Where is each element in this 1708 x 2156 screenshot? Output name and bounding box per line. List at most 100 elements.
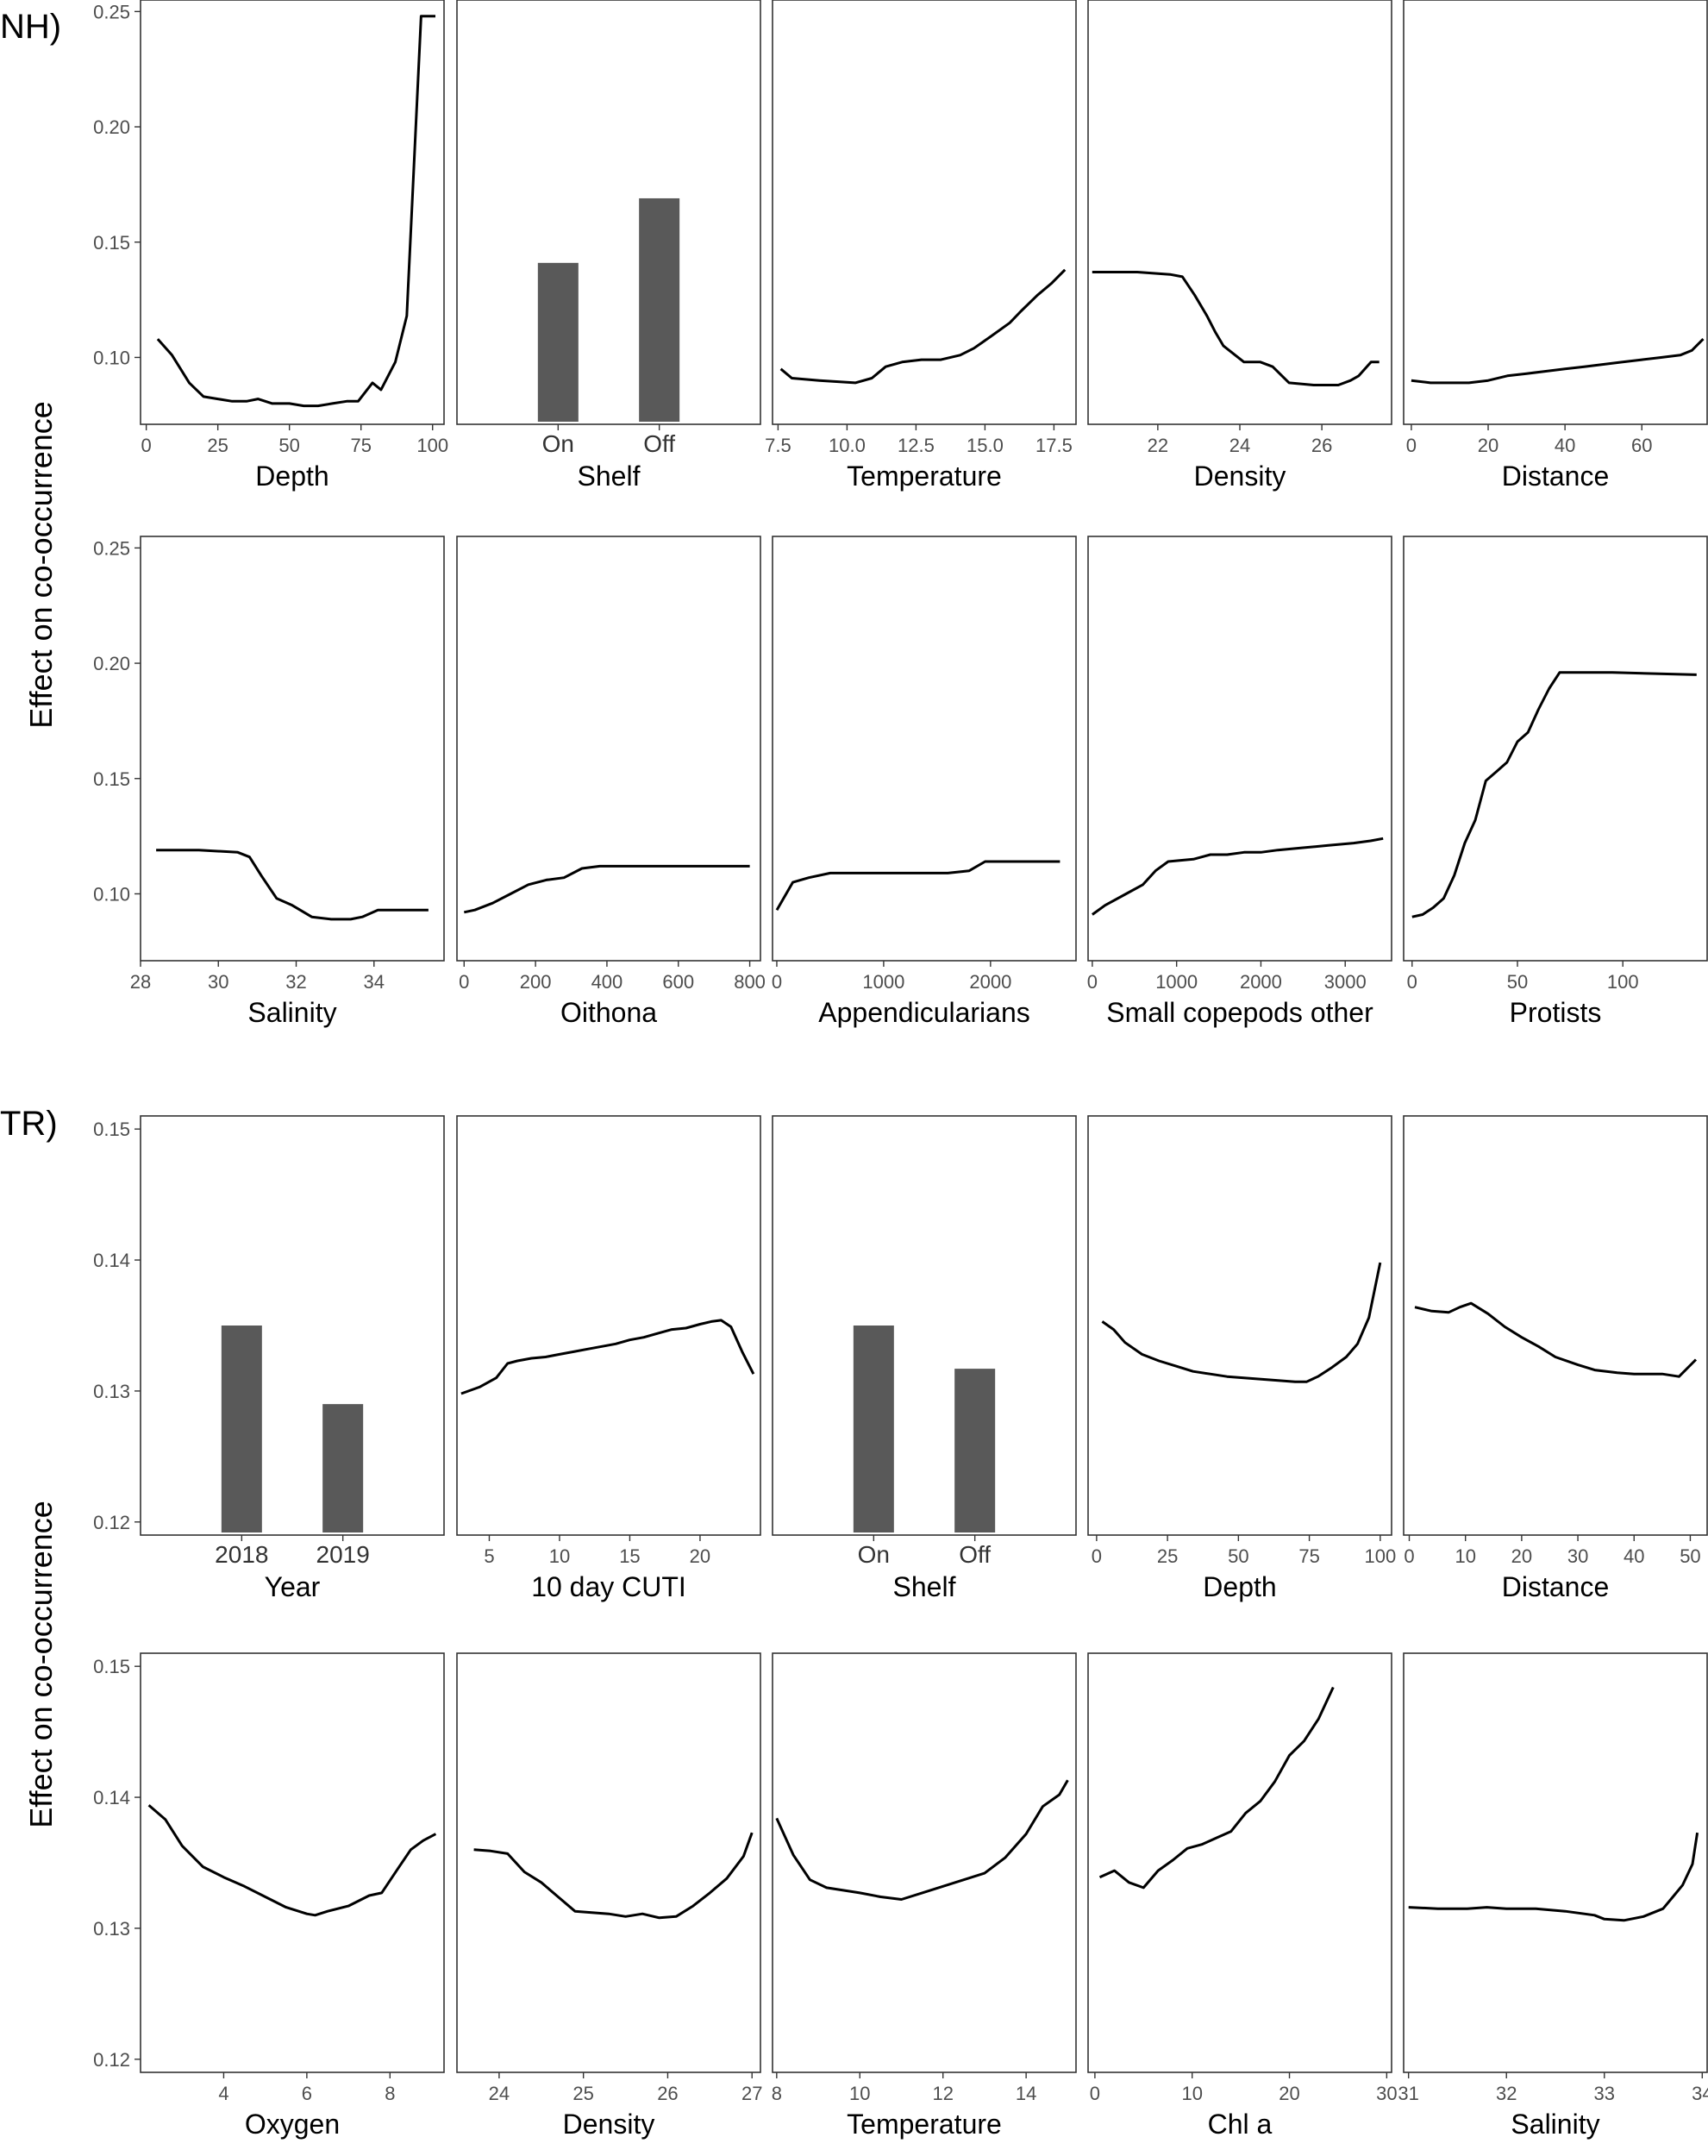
panel-frame (456, 536, 761, 962)
bar-on (853, 1326, 894, 1532)
panel-frame (772, 1115, 1077, 1536)
x-tick-label: 26 (1311, 435, 1332, 456)
x-tick-label: 31 (1398, 2083, 1418, 2104)
x-tick-label: 20 (690, 1545, 710, 1567)
x-axis-title: Shelf (893, 1571, 956, 1602)
panel-frame (772, 1652, 1077, 2073)
x-tick-label: 22 (1148, 435, 1168, 456)
panel-nh-density: 22 24 26 Density (1087, 0, 1392, 492)
x-axis-title: Chl a (1208, 2109, 1273, 2140)
x-tick-label: 30 (208, 971, 228, 993)
x-tick-label: 2019 (316, 1541, 370, 1568)
y-tick-label: 0.15 (93, 768, 130, 790)
x-tick-label: 200 (520, 971, 552, 993)
panel-tr-oxygen: 0.12 0.13 0.14 0.15 4 6 8 Oxygen (93, 1652, 445, 2140)
x-tick-label: 0 (1092, 1545, 1102, 1567)
bar-off (954, 1369, 996, 1532)
x-tick-label: 600 (662, 971, 694, 993)
y-tick-label: 0.10 (93, 883, 130, 905)
x-axis-title: Temperature (847, 2109, 1002, 2140)
y-tick-label: 0.14 (93, 1250, 130, 1271)
x-axis-title: Year (265, 1571, 321, 1602)
x-tick-label: 0 (1404, 1545, 1414, 1567)
panel-tr-temperature: 8 10 12 14 Temperature (772, 1652, 1077, 2140)
x-tick-label: 0 (1406, 435, 1417, 456)
x-tick-label: 50 (1228, 1545, 1248, 1567)
x-tick-label: 33 (1594, 2083, 1615, 2104)
x-tick-label: 100 (1607, 971, 1639, 993)
x-tick-label: 8 (772, 2083, 782, 2104)
x-axis-title: Shelf (578, 461, 641, 492)
x-axis-title: Oxygen (245, 2109, 340, 2140)
x-tick-label: 20 (1279, 2083, 1299, 2104)
x-axis-title: Depth (255, 461, 328, 492)
series-line (473, 1832, 754, 1920)
panel-nh-appendicularians: 0 1000 2000 Appendicularians (772, 536, 1077, 1028)
x-tick-label: 60 (1631, 435, 1652, 456)
series-line (1414, 1301, 1698, 1378)
panel-nh-small-copepods-other: 0 1000 2000 3000 Small copepods other (1087, 536, 1392, 1028)
x-tick-label: 7.5 (765, 435, 791, 456)
x-tick-label: 50 (1680, 1545, 1700, 1567)
x-axis-title: 10 day CUTI (531, 1571, 686, 1602)
panel-frame (456, 1115, 761, 1536)
panel-frame (1403, 0, 1708, 425)
x-axis-title: Appendicularians (818, 997, 1030, 1028)
x-tick-label: On (858, 1541, 890, 1568)
panel-frame (1087, 1115, 1392, 1536)
x-tick-label: 1000 (862, 971, 904, 993)
panel-nh-distance: 0 20 40 60 Distance (1403, 0, 1708, 492)
y-tick-label: 0.25 (93, 537, 130, 559)
series-line (1101, 1262, 1382, 1383)
x-tick-label: 24 (489, 2083, 510, 2104)
x-tick-label: 20 (1478, 435, 1498, 456)
x-tick-label: 8 (385, 2083, 395, 2104)
x-axis-title: Temperature (847, 461, 1002, 492)
panel-frame (140, 1652, 445, 2073)
x-tick-label: 5 (484, 1545, 494, 1567)
x-tick-label: 30 (1376, 2083, 1397, 2104)
panel-tr-depth: 0 25 50 75 100 Depth (1087, 1115, 1396, 1602)
series-line (460, 1319, 755, 1395)
y-tick-label: 0.15 (93, 232, 130, 254)
x-tick-label: 32 (1496, 2083, 1517, 2104)
series-line (775, 860, 1060, 911)
x-tick-label: 10.0 (829, 435, 866, 456)
x-tick-label: 0 (1087, 971, 1098, 993)
x-tick-label: 50 (278, 435, 299, 456)
x-tick-label: 2000 (1240, 971, 1282, 993)
x-tick-label: 20 (1511, 1545, 1532, 1567)
panel-tr-salinity: 31 32 33 34 Salinity (1398, 1652, 1708, 2140)
panel-frame (1087, 536, 1392, 962)
x-tick-label: 10 (1181, 2083, 1202, 2104)
x-tick-label: 15.0 (967, 435, 1004, 456)
series-line (1411, 671, 1697, 918)
x-tick-label: 100 (1364, 1545, 1396, 1567)
y-tick-label: 0.12 (93, 2049, 130, 2071)
x-tick-label: 100 (416, 435, 448, 456)
bar-2019 (322, 1404, 364, 1532)
x-tick-label: 25 (572, 2083, 593, 2104)
bar-off (639, 197, 680, 422)
series-line (147, 1804, 437, 1917)
panel-frame (1403, 536, 1708, 962)
x-tick-label: 25 (207, 435, 228, 456)
x-tick-label: 12 (932, 2083, 953, 2104)
x-tick-label: 32 (285, 971, 306, 993)
x-tick-label: 2000 (969, 971, 1011, 993)
panel-nh-oithona: 0 200 400 600 800 Oithona (456, 536, 766, 1028)
panel-tr-distance: 0 10 20 30 40 50 Distance (1403, 1115, 1708, 1602)
x-axis-title: Oithona (560, 997, 657, 1028)
y-tick-label: 0.15 (93, 1656, 130, 1677)
x-tick-label: Off (959, 1541, 991, 1568)
x-tick-label: Off (643, 430, 675, 457)
x-tick-label: 75 (350, 435, 371, 456)
x-tick-label: 12.5 (898, 435, 935, 456)
x-tick-label: On (542, 430, 574, 457)
series-line (775, 1779, 1069, 1901)
x-tick-label: 6 (302, 2083, 312, 2104)
x-tick-label: 3000 (1324, 971, 1367, 993)
